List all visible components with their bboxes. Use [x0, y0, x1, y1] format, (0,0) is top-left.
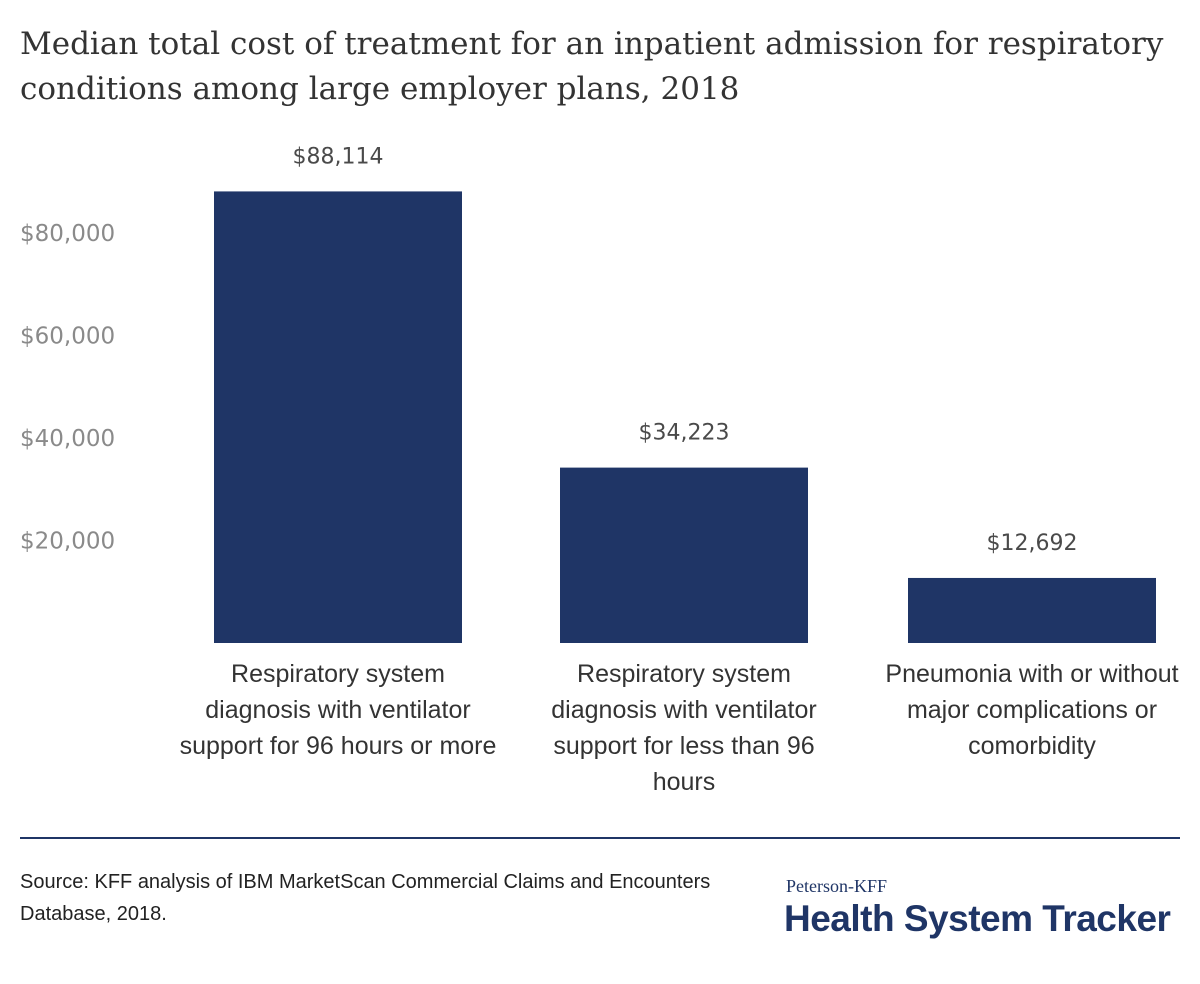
y-tick-label: $20,000 — [20, 529, 115, 555]
brand-logo-text: Health System Tracker — [784, 898, 1171, 939]
bar — [560, 467, 808, 643]
bar-value-label: $88,114 — [293, 144, 384, 169]
brand-logo-small-text: Peterson-KFF — [786, 876, 888, 896]
footer-divider — [20, 837, 1180, 839]
chart-title: Median total cost of treatment for an in… — [20, 26, 1164, 107]
source-note: Source: KFF analysis of IBM MarketScan C… — [20, 871, 711, 925]
bar-value-label: $12,692 — [987, 531, 1078, 556]
x-category-label: Respiratory system diagnosis with ventil… — [179, 660, 497, 760]
y-tick-label: $60,000 — [20, 324, 115, 350]
x-category-label: Pneumonia with or without major complica… — [885, 660, 1179, 760]
bar — [214, 191, 462, 643]
bar-value-label: $34,223 — [639, 421, 730, 446]
bar-chart: $20,000 $40,000 $60,000 $80,000 $88,114 $34,2… — [20, 144, 1156, 643]
bar — [908, 577, 1156, 643]
y-tick-label: $40,000 — [20, 426, 115, 452]
y-tick-label: $80,000 — [20, 221, 115, 247]
x-category-label: Respiratory system diagnosis with ventil… — [551, 660, 817, 796]
